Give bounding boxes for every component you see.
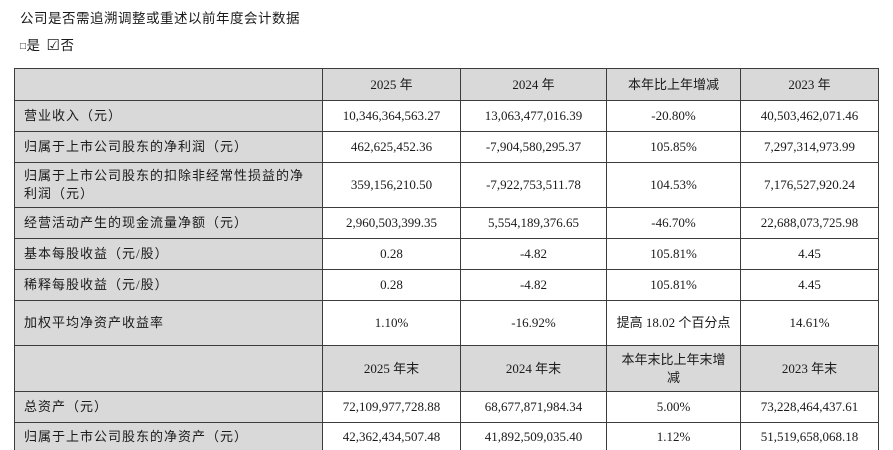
option-no-label: 否: [60, 38, 75, 53]
table-cell: 5.00%: [606, 391, 741, 423]
table-cell: 105.85%: [606, 131, 741, 163]
table-cell: 22,688,073,725.98: [740, 207, 879, 239]
table-cell: 105.81%: [606, 269, 741, 301]
col-header-2023-end: 2023 年末: [740, 345, 879, 392]
col-header-2025: 2025 年: [322, 68, 461, 101]
table-cell: 73,228,464,437.61: [740, 391, 879, 423]
table-cell: 14.61%: [740, 300, 879, 346]
col-header-end-change: 本年末比上年末增减: [606, 345, 741, 392]
col-header-2023: 2023 年: [740, 68, 879, 101]
table-row-weighted-avg-roe: 加权平均净资产收益率 1.10% -16.92% 提高 18.02 个百分点 1…: [14, 300, 879, 346]
table-cell: 1.10%: [322, 300, 461, 346]
row-label: 营业收入（元）: [14, 100, 323, 132]
annual-header-row: 2025 年 2024 年 本年比上年增减 2023 年: [14, 68, 879, 101]
table-cell: -7,922,753,511.78: [460, 162, 607, 208]
row-label: 基本每股收益（元/股）: [14, 238, 323, 270]
table-cell: 0.28: [322, 238, 461, 270]
corner-cell: [14, 68, 323, 101]
row-label: 归属于上市公司股东的扣除非经常性损益的净利润（元）: [14, 162, 323, 208]
table-row-diluted-eps: 稀释每股收益（元/股） 0.28 -4.82 105.81% 4.45: [14, 269, 879, 301]
table-cell: 41,892,509,035.40: [460, 422, 607, 450]
option-yes-label: 是: [26, 38, 41, 53]
row-label: 加权平均净资产收益率: [14, 300, 323, 346]
table-row-revenue: 营业收入（元） 10,346,364,563.27 13,063,477,016…: [14, 100, 879, 132]
table-cell: -7,904,580,295.37: [460, 131, 607, 163]
table-cell: 10,346,364,563.27: [322, 100, 461, 132]
period-end-header-row: 2025 年末 2024 年末 本年末比上年末增减 2023 年末: [14, 345, 879, 392]
checkbox-checked-icon: ☑: [46, 38, 61, 54]
table-cell: 42,362,434,507.48: [322, 422, 461, 450]
col-header-2024: 2024 年: [460, 68, 607, 101]
table-cell: 7,176,527,920.24: [740, 162, 879, 208]
table-cell: -4.82: [460, 269, 607, 301]
col-header-2024-end: 2024 年末: [460, 345, 607, 392]
table-row-basic-eps: 基本每股收益（元/股） 0.28 -4.82 105.81% 4.45: [14, 238, 879, 270]
table-cell: 5,554,189,376.65: [460, 207, 607, 239]
table-cell: 4.45: [740, 269, 879, 301]
table-cell: 提高 18.02 个百分点: [606, 300, 741, 346]
table-cell: 51,519,658,068.18: [740, 422, 879, 450]
table-cell: 359,156,210.50: [322, 162, 461, 208]
row-label: 稀释每股收益（元/股）: [14, 269, 323, 301]
corner-cell: [14, 345, 323, 392]
table-cell: 0.28: [322, 269, 461, 301]
restatement-question: 公司是否需追溯调整或重述以前年度会计数据: [20, 11, 300, 26]
table-cell: 2,960,503,399.35: [322, 207, 461, 239]
table-row-operating-cash-flow: 经营活动产生的现金流量净额（元） 2,960,503,399.35 5,554,…: [14, 207, 879, 239]
col-header-2025-end: 2025 年末: [322, 345, 461, 392]
row-label: 经营活动产生的现金流量净额（元）: [14, 207, 323, 239]
row-label: 归属于上市公司股东的净利润（元）: [14, 131, 323, 163]
table-row-net-profit: 归属于上市公司股东的净利润（元） 462,625,452.36 -7,904,5…: [14, 131, 879, 163]
table-row-net-profit-excl-nonrecurring: 归属于上市公司股东的扣除非经常性损益的净利润（元） 359,156,210.50…: [14, 162, 879, 208]
checkbox-unchecked-icon: □: [20, 41, 27, 52]
table-cell: 13,063,477,016.39: [460, 100, 607, 132]
table-cell: 68,677,871,984.34: [460, 391, 607, 423]
table-cell: 104.53%: [606, 162, 741, 208]
restatement-options: □是 ☑否: [20, 37, 879, 57]
table-row-total-assets: 总资产（元） 72,109,977,728.88 68,677,871,984.…: [14, 391, 879, 423]
table-cell: 105.81%: [606, 238, 741, 270]
table-cell: 72,109,977,728.88: [322, 391, 461, 423]
table-row-net-assets: 归属于上市公司股东的净资产（元） 42,362,434,507.48 41,89…: [14, 422, 879, 450]
row-label: 总资产（元）: [14, 391, 323, 423]
table-cell: -20.80%: [606, 100, 741, 132]
key-accounting-data-table: 2025 年 2024 年 本年比上年增减 2023 年 营业收入（元） 10,…: [14, 68, 879, 450]
table-cell: 1.12%: [606, 422, 741, 450]
col-header-yoy-change: 本年比上年增减: [606, 68, 741, 101]
table-cell: 7,297,314,973.99: [740, 131, 879, 163]
row-label: 归属于上市公司股东的净资产（元）: [14, 422, 323, 450]
table-cell: 462,625,452.36: [322, 131, 461, 163]
table-cell: -4.82: [460, 238, 607, 270]
table-cell: -16.92%: [460, 300, 607, 346]
table-cell: 4.45: [740, 238, 879, 270]
table-cell: 40,503,462,071.46: [740, 100, 879, 132]
table-cell: -46.70%: [606, 207, 741, 239]
